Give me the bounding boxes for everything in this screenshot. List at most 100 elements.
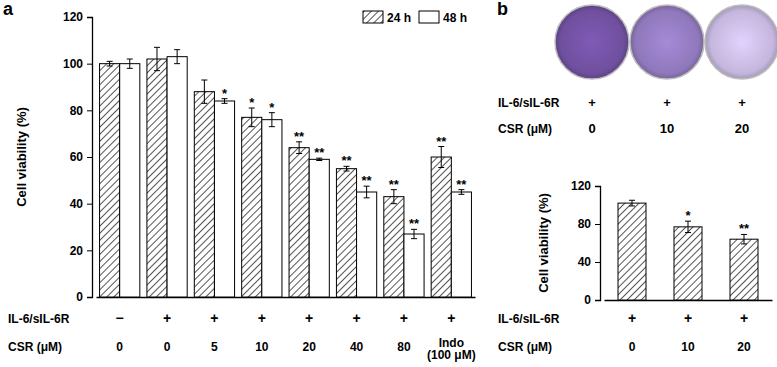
- error-bar: [438, 147, 444, 168]
- significance: **: [436, 134, 447, 149]
- y-tick-label: 80: [578, 217, 592, 231]
- panel: b04080120Cell viability (%)01020CSR (μM)…: [497, 0, 777, 354]
- x-tick: 5: [211, 340, 218, 354]
- error-bar-stem: [441, 147, 442, 168]
- category-row-cell: +: [258, 310, 266, 326]
- x-tick: 20: [303, 340, 317, 354]
- bar: [147, 59, 167, 297]
- bar: [242, 117, 262, 297]
- well: [705, 5, 777, 79]
- error-bar-cap: [685, 232, 691, 233]
- category-row-cell: +: [352, 310, 360, 326]
- bar: [120, 64, 140, 297]
- y-axis-title: Cell viability (%): [536, 193, 551, 293]
- error-bar-cap: [174, 63, 180, 64]
- plate-row-cell: 20: [735, 121, 749, 136]
- y-tick-label: 120: [63, 10, 83, 24]
- x-tick-label: 5: [211, 340, 218, 354]
- error-bar-cap: [174, 49, 180, 50]
- y-tick: 0: [76, 290, 92, 304]
- error-bar-cap: [127, 59, 133, 60]
- y-tick: 80: [70, 104, 92, 118]
- y-axis: 020406080100120: [63, 10, 93, 304]
- legend-swatch: [419, 11, 439, 23]
- x-tick-label: 40: [350, 340, 364, 354]
- error-bar-cap: [391, 203, 397, 204]
- error-bar: [249, 108, 255, 127]
- y-tick-mark: [595, 224, 600, 225]
- category-row-cell: +: [305, 310, 313, 326]
- plate-image: IL-6/sIL-6R+++CSR (μM)01020: [498, 5, 777, 136]
- significance: **: [314, 145, 325, 160]
- category-row-label: IL-6/sIL-6R: [498, 312, 560, 326]
- bar: [357, 192, 377, 297]
- error-bar-stem: [156, 47, 157, 70]
- category-row-cell: −: [116, 310, 124, 326]
- error-bar-cap: [438, 167, 444, 168]
- y-tick: 120: [571, 179, 600, 193]
- y-tick: 80: [578, 217, 600, 231]
- y-tick-label: 100: [63, 57, 83, 71]
- category-row-cell: +: [684, 310, 692, 326]
- x-tick-label: 10: [681, 340, 695, 354]
- x-tick: Indo(100 μM): [427, 336, 476, 362]
- x-tick: 10: [255, 340, 269, 354]
- legend-label: 24 h: [387, 11, 411, 25]
- error-bar-cap: [127, 68, 133, 69]
- y-tick-mark: [87, 204, 92, 205]
- legend-label: 48 h: [443, 11, 467, 25]
- y-tick: 120: [63, 10, 92, 24]
- y-tick-label: 0: [76, 290, 83, 304]
- significance: **: [389, 177, 400, 192]
- error-bar-cap: [296, 153, 302, 154]
- y-tick: 40: [578, 255, 600, 269]
- bar: [194, 92, 214, 297]
- x-tick-label: 0: [116, 340, 123, 354]
- error-bar: [174, 50, 180, 64]
- plot-area: [100, 47, 472, 297]
- bar: [309, 159, 329, 297]
- significance: **: [409, 216, 420, 231]
- plate-row-cell: +: [663, 95, 671, 110]
- category-row-cell: +: [740, 310, 748, 326]
- x-tick-label: Indo(100 μM): [427, 336, 476, 362]
- bar: [167, 57, 187, 297]
- error-bar-cap: [107, 61, 113, 62]
- y-tick: 60: [70, 150, 92, 164]
- y-tick-mark: [87, 64, 92, 65]
- panel: a020406080100120Cell viability (%)005102…: [3, 0, 476, 362]
- y-tick-label: 60: [70, 150, 84, 164]
- y-tick-mark: [595, 186, 600, 187]
- significance: **: [362, 173, 373, 188]
- y-axis-title: Cell viability (%): [14, 107, 29, 207]
- category-row-cell: +: [210, 310, 218, 326]
- y-tick: 40: [70, 197, 92, 211]
- bar: [674, 227, 702, 300]
- bar: [336, 169, 356, 297]
- x-tick-label: 80: [397, 340, 411, 354]
- error-bar-stem: [129, 59, 130, 68]
- error-bar: [107, 61, 113, 66]
- y-tick-label: 120: [571, 179, 591, 193]
- plate-row-cell: +: [588, 95, 596, 110]
- y-tick-mark: [595, 262, 600, 263]
- error-bar: [201, 80, 207, 103]
- x-tick: 40: [350, 340, 364, 354]
- error-bar-cap: [343, 171, 349, 172]
- plot-area: [618, 200, 758, 300]
- bar: [730, 239, 758, 300]
- y-tick-label: 80: [70, 104, 84, 118]
- error-bar-cap: [107, 66, 113, 67]
- y-tick-mark: [87, 250, 92, 251]
- well: [555, 5, 629, 79]
- y-axis-line: [87, 18, 93, 298]
- bar: [431, 157, 451, 297]
- bar: [214, 101, 234, 297]
- significance: **: [739, 221, 750, 236]
- error-bar-cap: [629, 200, 635, 201]
- plate-row-cell: 10: [660, 121, 674, 136]
- x-tick-label: 0: [629, 340, 636, 354]
- error-bar: [127, 59, 133, 68]
- y-tick: 0: [584, 293, 600, 307]
- x-axis: 00510204080Indo(100 μM): [97, 298, 476, 363]
